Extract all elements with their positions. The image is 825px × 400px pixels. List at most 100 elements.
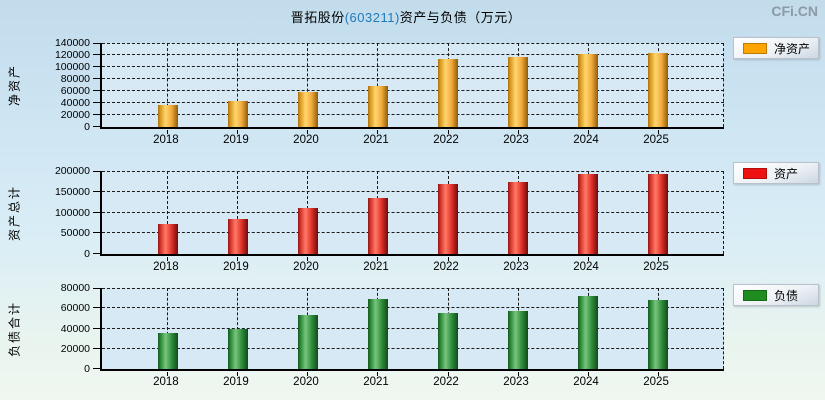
y-tick-label: 0 [84,248,90,260]
bar-2024 [578,296,599,369]
x-tick-mark [517,257,519,261]
bar-2018 [157,105,178,127]
h-gridline [102,102,724,103]
y-tick-label: 200000 [54,165,90,177]
x-tick-label: 2020 [293,261,319,273]
y-axis-title: 净资产 [7,63,22,107]
y-tick-label: 100000 [54,206,90,219]
x-tick-label: 2025 [643,376,669,388]
y-tick-mark [93,190,100,192]
x-tick-label: 2024 [573,376,599,388]
x-tick-mark [237,257,239,261]
y-tick-mark [93,78,100,79]
title-suffix: 资产与负债（万元） [399,10,522,25]
page-title: 晋拓股份(603211)资产与负债（万元） [0,7,812,26]
v-gridline [167,171,169,254]
bar-2020 [297,207,318,254]
h-gridline [102,327,724,329]
y-tick-mark [93,307,100,309]
legend-swatch [743,167,767,179]
v-gridline [167,288,169,369]
y-tick-label: 20000 [60,109,90,121]
bar-2025 [648,174,669,254]
x-tick-label: 2025 [643,261,669,273]
x-axis: 2018 2019 2020 2021 2022 2023 2024 2025 [100,376,722,390]
h-gridline [102,114,724,115]
bar-2024 [578,54,599,127]
legend-label: 负债 [774,288,799,303]
v-gridline [307,288,309,369]
y-tick-label: 40000 [60,322,90,335]
bar-2021 [367,299,388,369]
v-gridline [167,43,169,127]
y-tick-mark [93,253,100,254]
bar-2021 [367,197,388,254]
legend-label: 净资产 [774,41,811,56]
h-gridline [102,347,724,349]
v-gridline [237,43,239,127]
v-gridline [447,171,449,254]
bar-2023 [508,181,529,254]
bar-2022 [438,183,458,254]
y-axis: 0 20000 40000 60000 80000 100000 120000 140000 [0,37,90,133]
plot-right-border [723,171,724,254]
v-gridline [517,43,519,127]
x-tick-mark [657,372,659,376]
x-tick-label: 2019 [223,376,249,388]
h-gridline [102,288,724,289]
x-tick-mark [517,130,519,134]
h-gridline [102,78,724,79]
y-tick-mark [93,232,100,234]
x-tick-label: 2021 [363,134,389,146]
x-tick-label: 2025 [643,134,669,146]
x-tick-mark [307,257,309,261]
x-tick-mark [447,372,449,376]
bar-2024 [578,174,599,254]
x-tick-label: 2018 [153,134,179,146]
y-tick-label: 50000 [60,227,90,240]
x-tick-mark [447,257,449,261]
y-axis-title: 资产总计 [7,184,22,241]
x-tick-label: 2023 [503,261,529,273]
y-tick-label: 0 [84,363,90,375]
v-gridline [447,288,449,369]
v-gridline [447,43,449,127]
plot-right-border [723,43,724,127]
y-tick-mark [93,114,100,115]
x-tick-label: 2023 [503,376,529,388]
y-tick-label: 0 [84,121,90,133]
x-tick-mark [167,257,169,261]
legend-label: 资产 [774,166,799,181]
bar-2022 [438,313,458,369]
bar-2018 [157,332,178,369]
title-stock-code: (603211) [344,10,400,25]
y-tick-mark [93,126,100,127]
y-tick-mark [93,288,100,289]
v-gridline [657,288,659,369]
y-tick-label: 80000 [60,282,90,294]
x-tick-label: 2024 [573,261,599,273]
legend: 资产 [733,162,819,184]
h-gridline [102,307,724,309]
x-tick-label: 2020 [293,134,319,146]
x-tick-mark [447,130,449,134]
x-tick-mark [657,257,659,261]
x-axis: 2018 2019 2020 2021 2022 2023 2024 2025 [100,134,722,148]
bar-2019 [227,219,248,254]
x-tick-mark [587,372,589,376]
y-tick-label: 20000 [60,342,90,355]
plot-right-border [723,288,724,369]
x-tick-mark [237,130,239,134]
y-tick-mark [93,171,100,172]
v-gridline [587,288,589,369]
h-gridline [102,232,724,234]
bar-2022 [438,58,458,127]
v-gridline [307,171,309,254]
y-axis-title: 负债合计 [7,300,22,357]
y-tick-mark [93,327,100,329]
plot-area [93,288,724,376]
